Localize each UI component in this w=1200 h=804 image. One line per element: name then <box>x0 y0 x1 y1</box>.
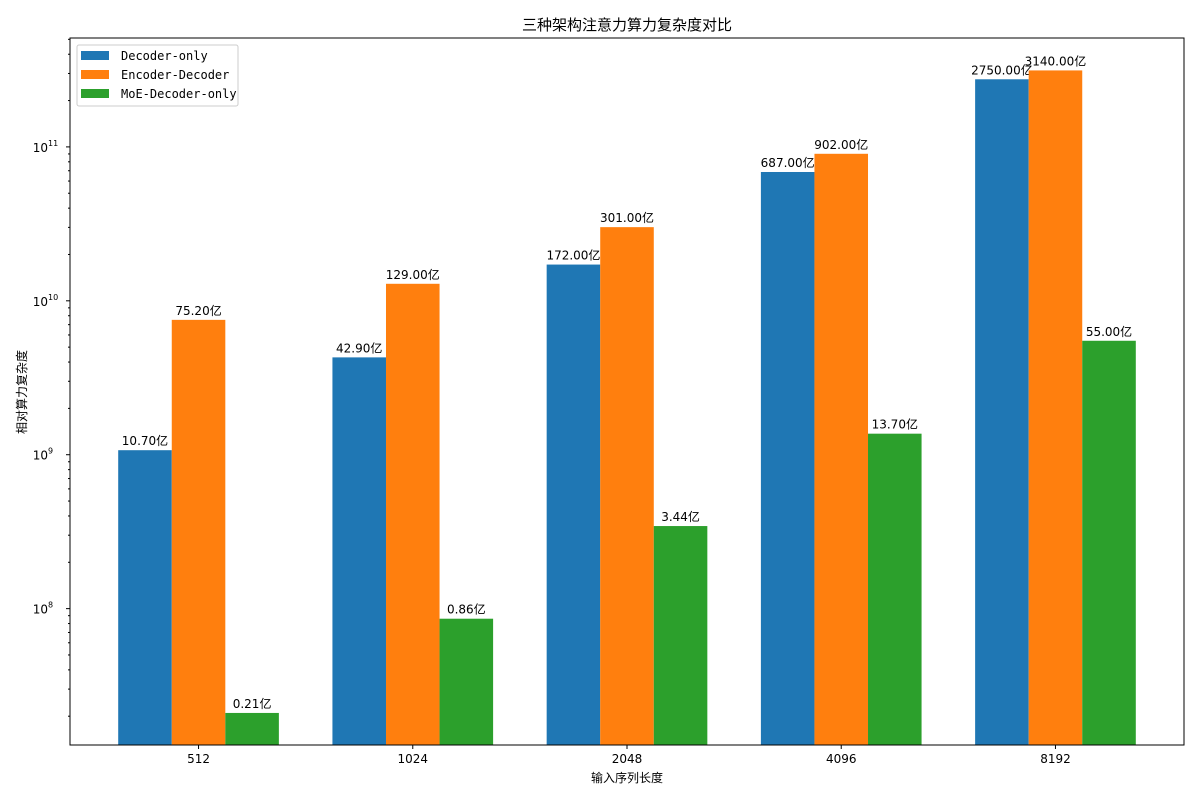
data-label: 129.00亿 <box>386 267 440 282</box>
bar-moe-decoder-only-512 <box>225 712 279 745</box>
bar-moe-decoder-only-2048 <box>653 526 708 745</box>
y-tick-label: 10 <box>33 603 48 617</box>
y-tick-exponent: 9 <box>48 447 53 456</box>
x-tick-label: 2048 <box>612 752 643 766</box>
y-tick-exponent: 10 <box>48 293 58 302</box>
x-axis-label: 输入序列长度 <box>591 770 663 785</box>
data-label: 902.00亿 <box>814 137 868 152</box>
data-label: 3.44亿 <box>661 509 700 524</box>
data-label: 42.90亿 <box>336 340 382 355</box>
bar-moe-decoder-only-8192 <box>1082 340 1136 745</box>
legend-label: MoE-Decoder-only <box>121 87 237 101</box>
legend: Decoder-only Encoder-Decoder MoE-Decoder-o… <box>76 44 239 107</box>
data-label: 0.86亿 <box>447 602 486 617</box>
x-tick-label: 512 <box>187 752 210 766</box>
legend-label: Decoder-only <box>121 49 208 63</box>
bar-decoder-only-2048 <box>546 264 601 745</box>
legend-swatch <box>81 51 109 60</box>
legend-box <box>76 44 239 107</box>
data-label: 3140.00亿 <box>1025 53 1087 68</box>
bars-layer: 10.70亿 42.90亿 172.00亿 687.00亿 2750.00亿 75.20亿… <box>118 53 1136 746</box>
bar-decoder-only-512 <box>118 450 172 745</box>
y-axis-label: 相对算力复杂度 <box>14 350 29 434</box>
y-tick-label: 10 <box>33 295 48 309</box>
bar-decoder-only-1024 <box>332 357 386 745</box>
legend-swatch <box>81 70 109 79</box>
x-tick-label: 4096 <box>826 752 857 766</box>
legend-swatch <box>81 89 109 98</box>
data-label: 10.70亿 <box>122 433 168 448</box>
data-label: 301.00亿 <box>600 210 654 225</box>
bar-decoder-only-8192 <box>975 79 1029 746</box>
bar-encoder-decoder-2048 <box>600 227 654 745</box>
bar-decoder-only-4096 <box>760 171 815 746</box>
data-label: 0.21亿 <box>233 696 272 711</box>
y-tick-exponent: 11 <box>48 139 58 148</box>
data-label: 687.00亿 <box>761 155 815 170</box>
x-tick-label: 1024 <box>397 752 428 766</box>
chart-title: 三种架构注意力算力复杂度对比 <box>522 16 732 34</box>
bar-encoder-decoder-1024 <box>385 283 440 745</box>
y-tick-label: 10 <box>33 449 48 463</box>
bar-moe-decoder-only-4096 <box>868 433 922 745</box>
y-tick-label: 10 <box>33 141 48 155</box>
bar-encoder-decoder-4096 <box>814 153 869 745</box>
data-label: 2750.00亿 <box>971 62 1033 77</box>
bar-encoder-decoder-512 <box>171 319 226 745</box>
data-label: 172.00亿 <box>546 248 600 263</box>
bar-moe-decoder-only-1024 <box>439 618 494 745</box>
bar-encoder-decoder-8192 <box>1028 70 1083 746</box>
data-label: 13.70亿 <box>872 417 918 432</box>
data-label: 55.00亿 <box>1086 324 1132 339</box>
y-tick-exponent: 8 <box>48 601 53 610</box>
data-label: 75.20亿 <box>175 303 221 318</box>
legend-label: Encoder-Decoder <box>121 68 229 82</box>
x-tick-label: 8192 <box>1040 752 1071 766</box>
